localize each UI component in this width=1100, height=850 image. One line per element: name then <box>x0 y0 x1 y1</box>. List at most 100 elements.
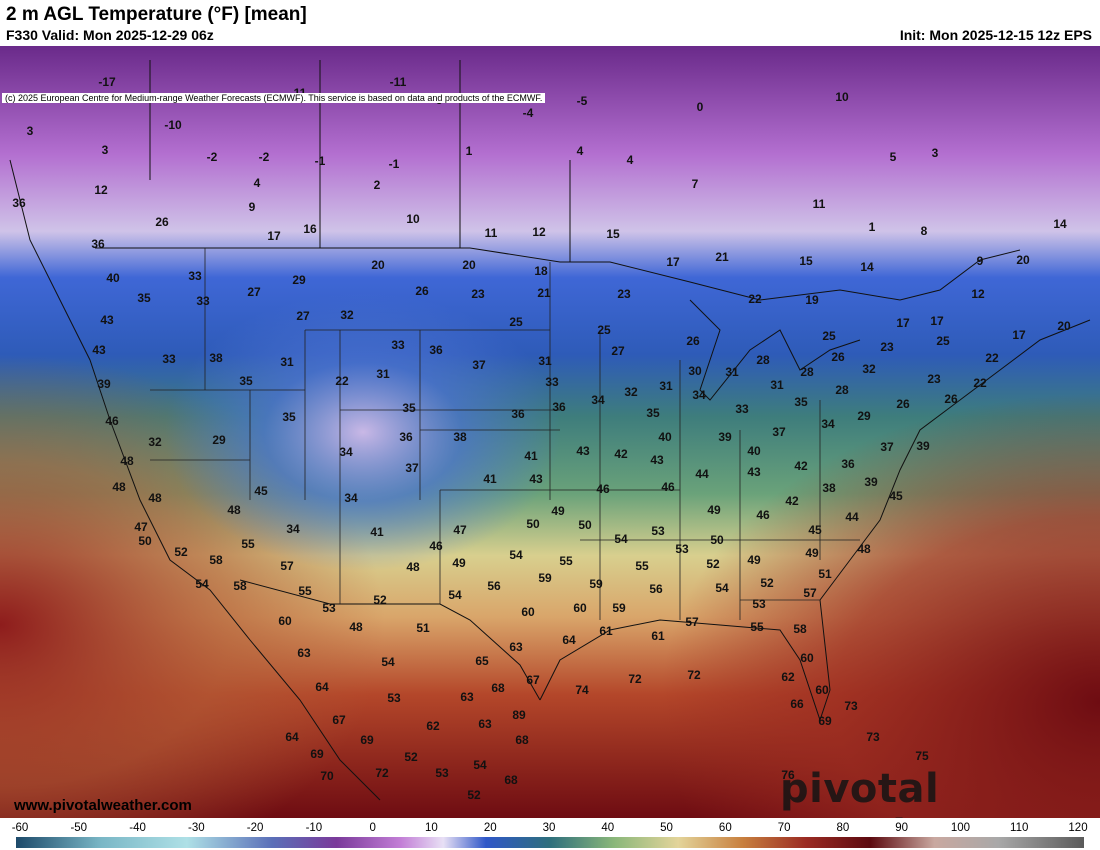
temperature-label: 54 <box>614 532 628 546</box>
temperature-label: 39 <box>97 377 111 391</box>
temperature-label: 29 <box>857 409 871 423</box>
temperature-label: 36 <box>399 430 413 444</box>
temperature-label: 22 <box>973 376 987 390</box>
temperature-label: 35 <box>402 401 416 415</box>
temperature-label: 55 <box>559 554 573 568</box>
temperature-label: -4 <box>523 106 534 120</box>
temperature-label: 64 <box>315 680 329 694</box>
temperature-label: 52 <box>174 545 188 559</box>
brand-logo: pivotal weather <box>780 766 969 818</box>
temperature-label: 47 <box>134 520 148 534</box>
temperature-label: 4 <box>254 176 261 190</box>
temperature-label: 23 <box>927 372 941 386</box>
temperature-label: 45 <box>254 484 268 498</box>
temperature-label: 10 <box>406 212 420 226</box>
temperature-label: 20 <box>1057 319 1071 333</box>
temperature-label: 26 <box>944 392 958 406</box>
temperature-map: -17-11-11-6-5-4010-1033-2-2-1-1144534271… <box>0 46 1100 818</box>
temperature-label: 33 <box>162 352 176 366</box>
temperature-label: 61 <box>599 624 613 638</box>
temperature-label: 39 <box>864 475 878 489</box>
temperature-label: 28 <box>835 383 849 397</box>
temperature-label: 46 <box>596 482 610 496</box>
temperature-label: 38 <box>453 430 467 444</box>
temperature-label: 22 <box>985 351 999 365</box>
temperature-label: 51 <box>818 567 832 581</box>
temperature-label: 29 <box>212 433 226 447</box>
temperature-label: 57 <box>803 586 817 600</box>
temperature-label: 50 <box>526 517 540 531</box>
temperature-label: 58 <box>233 579 247 593</box>
temperature-label: 11 <box>813 197 826 211</box>
colorbar-tick-label: -40 <box>129 822 146 834</box>
temperature-label: 35 <box>137 291 151 305</box>
temperature-label: 54 <box>195 577 209 591</box>
pacific-coastline <box>9 159 381 801</box>
colorbar-tick-label: -30 <box>188 822 205 834</box>
temperature-label: 0 <box>697 100 704 114</box>
temperature-label: 12 <box>94 183 108 197</box>
temperature-label: 31 <box>538 354 552 368</box>
temperature-label: 39 <box>718 430 732 444</box>
temperature-label: 3 <box>102 143 109 157</box>
temperature-label: 53 <box>435 766 449 780</box>
temperature-label: 25 <box>597 323 611 337</box>
temperature-label: 36 <box>841 457 855 471</box>
temperature-label: 63 <box>297 646 311 660</box>
temperature-label: 2 <box>374 178 381 192</box>
temperature-label: 28 <box>800 365 814 379</box>
temperature-label: 46 <box>105 414 119 428</box>
temperature-label: 32 <box>148 435 162 449</box>
temperature-label: 63 <box>460 690 474 704</box>
colorbar-tick-label: 60 <box>719 822 732 834</box>
temperature-label: 36 <box>511 407 525 421</box>
colorbar-tick-label: 0 <box>369 822 375 834</box>
temperature-label: 37 <box>772 425 786 439</box>
temperature-label: 59 <box>589 577 603 591</box>
temperature-label: 38 <box>822 481 836 495</box>
temperature-label: 4 <box>577 144 584 158</box>
temperature-label: 9 <box>249 200 256 214</box>
temperature-label: 47 <box>453 523 467 537</box>
temperature-label: 52 <box>760 576 774 590</box>
us-canada-border <box>95 247 1021 301</box>
temperature-label: 36 <box>552 400 566 414</box>
temperature-label: 65 <box>475 654 489 668</box>
temperature-label: 41 <box>483 472 497 486</box>
temperature-label: 62 <box>426 719 440 733</box>
website-url[interactable]: www.pivotalweather.com <box>14 797 192 814</box>
temperature-label: 60 <box>573 601 587 615</box>
temperature-label: 55 <box>241 537 255 551</box>
temperature-label: -11 <box>390 75 407 89</box>
temperature-label: 31 <box>376 367 390 381</box>
temperature-label: 37 <box>472 358 486 372</box>
temperature-label: 48 <box>227 503 241 517</box>
temperature-label: 18 <box>534 264 548 278</box>
map-canvas: -17-11-11-6-5-4010-1033-2-2-1-1144534271… <box>0 46 1100 818</box>
temperature-label: 64 <box>285 730 299 744</box>
temperature-label: -2 <box>207 150 218 164</box>
temperature-label: 53 <box>752 597 766 611</box>
temperature-label: 33 <box>545 375 559 389</box>
temperature-label: 14 <box>860 260 874 274</box>
temperature-label: 72 <box>687 668 701 682</box>
temperature-label: 48 <box>120 454 134 468</box>
temperature-label: 26 <box>831 350 845 364</box>
canada-province-borders <box>149 60 571 262</box>
temperature-labels: -17-11-11-6-5-4010-1033-2-2-1-1144534271… <box>12 75 1071 802</box>
temperature-label: 22 <box>335 374 349 388</box>
us-mexico-border <box>239 579 541 701</box>
temperature-label: 43 <box>650 453 664 467</box>
colorbar-tick-label: 30 <box>543 822 556 834</box>
colorbar-tick-label: -20 <box>247 822 264 834</box>
temperature-label: 36 <box>91 237 105 251</box>
colorbar-tick-label: 100 <box>951 822 970 834</box>
temperature-label: 34 <box>344 491 358 505</box>
temperature-label: 46 <box>661 480 675 494</box>
temperature-label: 8 <box>921 224 928 238</box>
temperature-label: 89 <box>512 708 526 722</box>
temperature-label: 35 <box>794 395 808 409</box>
temperature-label: 48 <box>112 480 126 494</box>
colorbar-tick-label: 80 <box>836 822 849 834</box>
temperature-label: -2 <box>259 150 270 164</box>
